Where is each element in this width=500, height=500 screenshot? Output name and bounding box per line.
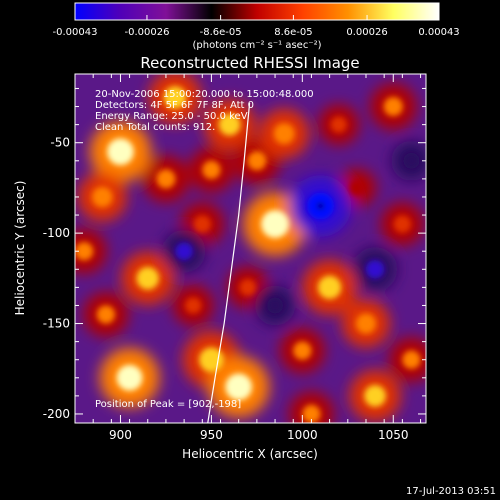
colorbar-tick-label: -0.00026 xyxy=(124,27,169,38)
intensity-core xyxy=(202,160,221,180)
x-tick-label: 900 xyxy=(109,428,132,442)
intensity-core xyxy=(349,180,365,196)
annotation-energy: Energy Range: 25.0 - 50.0 keV xyxy=(95,111,248,122)
intensity-core xyxy=(239,279,257,296)
colorbar xyxy=(74,2,440,21)
plot-area xyxy=(75,74,426,423)
intensity-core xyxy=(261,210,290,239)
intensity-core xyxy=(193,215,212,233)
intensity-core xyxy=(96,305,116,324)
y-tick-label: -50 xyxy=(50,136,70,150)
y-tick-label: -200 xyxy=(43,407,70,421)
annotation-block: 20-Nov-2006 15:00:20.000 to 15:00:48.000… xyxy=(95,89,314,133)
intensity-core xyxy=(185,297,202,314)
intensity-core xyxy=(225,373,253,401)
intensity-core xyxy=(364,385,386,407)
intensity-core xyxy=(116,364,143,391)
y-tick-label: -150 xyxy=(43,317,70,331)
intensity-core xyxy=(403,152,420,169)
intensity-core xyxy=(75,242,94,261)
y-axis-label: Heliocentric Y (arcsec) xyxy=(13,181,27,316)
intensity-core xyxy=(273,123,295,145)
solar-limb-line xyxy=(207,102,251,423)
colorbar-tick-label: -0.00043 xyxy=(53,27,98,38)
y-tick-label: -100 xyxy=(43,226,70,240)
annotation-time: 20-Nov-2006 15:00:20.000 to 15:00:48.000 xyxy=(95,89,314,100)
colorbar-tick-label: 8.6e-05 xyxy=(274,27,312,38)
annotation-detectors: Detectors: 4F 5F 6F 7F 8F, Att 0 xyxy=(95,100,254,111)
colorbar-ticks: -0.00043 -0.00026 -8.6e-05 8.6e-05 0.00026 0.… xyxy=(53,15,460,38)
annotation-clean: Clean Total counts: 912. xyxy=(95,122,215,133)
colorbar-unit-label: (photons cm⁻² s⁻¹ asec⁻²) xyxy=(192,40,321,51)
intensity-core xyxy=(218,113,241,136)
intensity-core xyxy=(92,186,113,208)
intensity-core xyxy=(156,169,176,189)
intensity-core xyxy=(302,404,321,423)
peak-position-label: Position of Peak = [902,-198] xyxy=(95,399,241,410)
intensity-core xyxy=(175,242,193,260)
chart-title: Reconstructed RHESSI Image xyxy=(140,54,359,72)
intensity-core xyxy=(247,151,267,171)
colorbar-tick-label: 0.00043 xyxy=(418,27,459,38)
intensity-minimum xyxy=(317,203,324,210)
intensity-core xyxy=(383,96,403,117)
colorbar-tick-label: -8.6e-05 xyxy=(200,27,242,38)
intensity-core xyxy=(393,215,412,233)
intensity-core xyxy=(330,116,347,133)
intensity-cores xyxy=(75,86,421,423)
intensity-core xyxy=(365,260,385,279)
intensity-core xyxy=(266,297,284,314)
intensity-core xyxy=(402,350,421,369)
x-tick-label: 950 xyxy=(200,428,223,442)
intensity-core xyxy=(293,341,312,360)
intensity-core xyxy=(163,86,187,109)
colorbar-tick-label: 0.00026 xyxy=(346,27,387,38)
intensity-core xyxy=(355,313,377,334)
x-axis-label: Heliocentric X (arcsec) xyxy=(182,447,318,461)
x-tick-label: 1050 xyxy=(378,428,409,442)
intensity-core xyxy=(317,275,342,300)
intensity-core xyxy=(107,138,134,166)
axis-ticks: 900 950 1000 1050 -50 -100 -150 -200 xyxy=(43,74,426,442)
plot-frame xyxy=(74,73,427,424)
intensity-core xyxy=(136,267,160,290)
timestamp: 17-Jul-2013 03:51 xyxy=(406,486,496,497)
x-tick-label: 1000 xyxy=(287,428,318,442)
